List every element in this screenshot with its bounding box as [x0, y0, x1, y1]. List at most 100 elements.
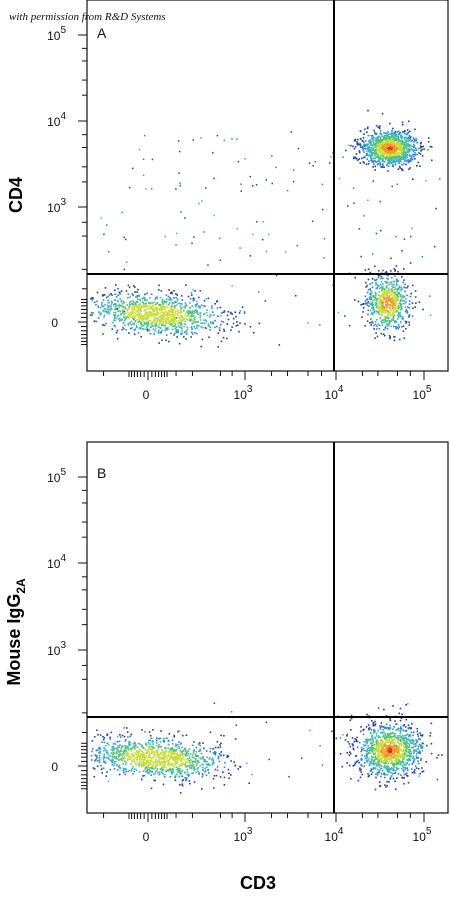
- event-dot: [156, 307, 159, 309]
- event-dot: [377, 135, 380, 138]
- event-dot: [407, 143, 410, 146]
- event-dot: [403, 268, 405, 270]
- event-dot: [192, 312, 195, 315]
- event-dot: [191, 319, 193, 321]
- event-dot: [364, 140, 367, 142]
- event-dot: [373, 146, 375, 149]
- event-dot: [367, 149, 369, 151]
- event-dot: [356, 736, 358, 739]
- event-dot: [390, 139, 393, 141]
- event-dot: [395, 748, 398, 751]
- event-dot: [170, 309, 172, 312]
- panel-b-frame: [86, 441, 449, 814]
- event-dot: [387, 325, 389, 327]
- event-dot: [408, 764, 410, 766]
- event-dot: [419, 738, 421, 741]
- event-dot: [391, 135, 394, 137]
- event-dot: [177, 746, 180, 748]
- event-dot: [191, 311, 194, 314]
- event-dot: [380, 304, 382, 306]
- event-dot: [152, 307, 155, 310]
- event-dot: [195, 746, 198, 749]
- event-dot: [178, 302, 180, 305]
- event-dot: [178, 765, 180, 768]
- event-dot: [129, 304, 131, 306]
- event-dot: [420, 757, 422, 760]
- event-dot: [389, 746, 392, 749]
- event-dot: [414, 765, 417, 767]
- event-dot: [350, 729, 352, 731]
- event-dot: [425, 761, 428, 763]
- event-dot: [382, 749, 384, 751]
- event-dot: [161, 767, 163, 769]
- event-dot: [389, 306, 391, 309]
- event-dot: [113, 752, 116, 754]
- panel-a-frame: [86, 0, 449, 372]
- event-dot: [392, 315, 395, 318]
- event-dot: [417, 748, 419, 750]
- event-dot: [103, 757, 105, 759]
- event-dot: [159, 296, 162, 299]
- event-dot: [223, 784, 226, 786]
- event-dot: [375, 304, 378, 306]
- event-dot: [408, 303, 411, 305]
- event-dot: [120, 748, 123, 750]
- event-dot: [386, 285, 388, 287]
- event-dot: [156, 318, 158, 321]
- event-dot: [383, 290, 386, 293]
- event-dot: [390, 257, 392, 259]
- event-dot: [396, 740, 399, 743]
- event-dot: [387, 319, 389, 322]
- event-dot: [374, 758, 376, 761]
- event-dot: [146, 314, 149, 317]
- event-dot: [364, 269, 367, 271]
- event-dot: [401, 734, 404, 737]
- event-dot: [172, 311, 174, 313]
- event-dot: [201, 763, 203, 766]
- event-dot: [366, 153, 369, 156]
- event-dot: [121, 328, 123, 331]
- event-dot: [126, 731, 129, 733]
- event-dot: [188, 312, 190, 315]
- event-dot: [378, 297, 380, 300]
- event-dot: [372, 307, 374, 310]
- event-dot: [213, 775, 216, 777]
- event-dot: [373, 762, 375, 765]
- event-dot: [415, 739, 417, 741]
- event-dot: [196, 327, 198, 329]
- event-dot: [367, 724, 370, 726]
- event-dot: [386, 133, 388, 135]
- event-dot: [219, 259, 222, 261]
- event-dot: [382, 287, 385, 290]
- event-dot: [374, 169, 376, 171]
- panel-a-dots: [89, 109, 441, 348]
- event-dot: [389, 748, 391, 751]
- event-dot: [383, 298, 385, 301]
- event-dot: [403, 238, 406, 240]
- event-dot: [396, 745, 399, 747]
- event-dot: [370, 321, 373, 324]
- event-dot: [178, 319, 180, 322]
- event-dot: [360, 726, 362, 728]
- event-dot: [409, 167, 411, 169]
- event-dot: [148, 771, 151, 774]
- event-dot: [349, 752, 352, 755]
- event-dot: [150, 311, 153, 314]
- event-dot: [102, 738, 105, 741]
- event-dot: [353, 156, 355, 158]
- event-dot: [408, 314, 411, 316]
- event-dot: [377, 753, 380, 755]
- event-dot: [196, 300, 198, 303]
- event-dot: [367, 300, 370, 303]
- event-dot: [198, 325, 200, 327]
- event-dot: [145, 318, 147, 321]
- event-dot: [133, 322, 135, 325]
- event-dot: [403, 136, 406, 139]
- event-dot: [96, 754, 98, 757]
- event-dot: [107, 312, 110, 314]
- event-dot: [379, 275, 381, 277]
- event-dot: [398, 149, 400, 151]
- event-dot: [153, 309, 155, 311]
- event-dot: [372, 739, 375, 741]
- event-dot: [412, 307, 414, 309]
